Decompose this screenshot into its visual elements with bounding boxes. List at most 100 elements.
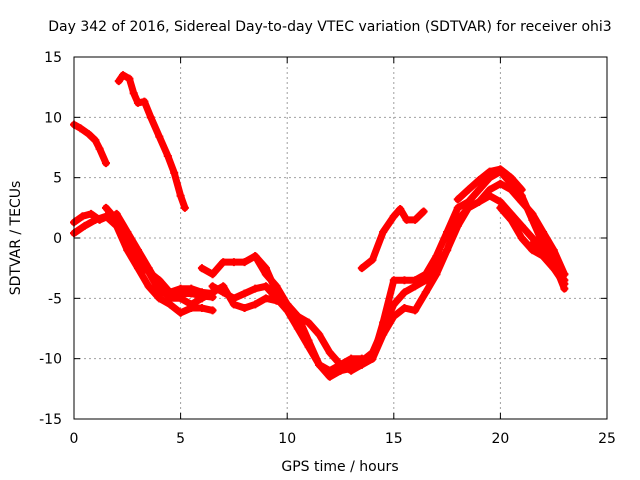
data-point-2-2 <box>87 209 96 218</box>
data-point-1-11 <box>180 203 189 212</box>
data-point-6-1 <box>208 270 217 279</box>
data-point-4-0 <box>101 203 110 212</box>
data-point-8-22 <box>485 185 494 194</box>
data-point-13-5 <box>507 173 516 182</box>
data-point-1-10 <box>176 191 185 200</box>
y-tick-label-0: -15 <box>39 412 62 428</box>
data-point-8-21 <box>475 197 484 206</box>
series-line-1 <box>115 71 189 212</box>
data-point-8-15 <box>411 306 420 315</box>
data-point-5-1 <box>123 227 132 236</box>
data-point-13-4 <box>496 165 505 174</box>
data-point-8-14 <box>400 303 409 312</box>
data-point-3-6 <box>133 264 142 273</box>
data-point-9-7 <box>389 276 398 285</box>
data-point-10-0 <box>357 264 366 273</box>
data-point-9-10 <box>421 270 430 279</box>
data-point-11-1 <box>507 215 516 224</box>
data-point-1-8 <box>163 151 172 160</box>
data-point-1-4 <box>133 98 142 107</box>
data-point-8-0 <box>251 252 260 261</box>
data-point-7-5 <box>261 282 270 291</box>
data-point-4-7 <box>176 284 185 293</box>
y-axis-label: SDTVAR / TECUs <box>8 181 24 296</box>
data-point-7-3 <box>240 289 249 298</box>
data-point-9-9 <box>411 276 420 285</box>
data-point-9-8 <box>400 276 409 285</box>
data-point-1-6 <box>146 113 155 122</box>
data-point-9-13 <box>453 203 462 212</box>
x-axis-ticks: 0 5 10 15 20 25 <box>70 57 616 447</box>
data-point-5-7 <box>187 300 196 309</box>
data-point-8-2 <box>272 288 281 297</box>
chart-title: Day 342 of 2016, Sidereal Day-to-day VTE… <box>48 19 611 35</box>
data-point-10-7 <box>419 207 428 216</box>
data-point-8-16 <box>421 288 430 297</box>
data-point-10-2 <box>379 227 388 236</box>
y-tick-label-1: -10 <box>39 352 62 368</box>
data-point-5-6 <box>176 294 185 303</box>
data-point-8-9 <box>347 364 356 373</box>
data-point-8-1 <box>261 264 270 273</box>
y-tick-label-2: -5 <box>48 291 62 307</box>
grid-lines <box>74 57 607 419</box>
series-line-12 <box>528 240 568 278</box>
x-tick-label-5: 25 <box>598 431 616 447</box>
data-point-7-2 <box>229 294 238 303</box>
series-track-1 <box>70 120 110 168</box>
series-track-2 <box>114 71 189 212</box>
data-point-11-2 <box>517 234 526 242</box>
data-point-2-1 <box>78 212 87 221</box>
x-tick-label-2: 10 <box>278 431 296 447</box>
x-tick-label-0: 0 <box>70 431 79 447</box>
y-tick-label-4: 5 <box>53 171 62 187</box>
data-point-3-10 <box>176 308 185 317</box>
data-point-8-5 <box>304 336 313 345</box>
data-point-3-7 <box>144 282 153 291</box>
data-point-4-8 <box>187 284 196 293</box>
data-point-11-0 <box>496 203 505 212</box>
x-tick-label-4: 20 <box>491 431 509 447</box>
data-point-8-4 <box>293 312 302 321</box>
data-point-9-5 <box>368 354 377 363</box>
data-point-6-0 <box>197 264 206 273</box>
data-point-6-10 <box>304 318 313 327</box>
data-point-9-1 <box>325 366 334 375</box>
data-point-5-12 <box>240 303 249 312</box>
data-point-9-6 <box>379 318 388 327</box>
data-point-13-1 <box>464 185 473 194</box>
data-point-9-3 <box>347 354 356 363</box>
data-point-7-1 <box>219 288 228 297</box>
data-point-7-18 <box>400 288 409 297</box>
data-point-12-1 <box>539 252 548 261</box>
data-point-12-0 <box>528 240 537 249</box>
data-point-3-1 <box>80 221 89 230</box>
data-point-1-7 <box>155 132 164 141</box>
data-point-9-11 <box>432 252 441 261</box>
data-point-8-18 <box>443 246 452 255</box>
data-point-6-11 <box>315 330 324 339</box>
data-point-8-23 <box>496 179 505 188</box>
data-point-9-4 <box>357 354 366 363</box>
data-point-0-3 <box>91 136 100 145</box>
data-point-10-3 <box>389 212 398 221</box>
data-point-6-4 <box>240 258 249 267</box>
data-point-0-4 <box>95 144 104 153</box>
data-point-5-0 <box>112 209 121 218</box>
series-line-9 <box>315 168 568 375</box>
data-point-9-20 <box>528 215 537 224</box>
data-point-6-3 <box>229 258 238 267</box>
data-point-5-4 <box>155 282 164 291</box>
data-point-9-14 <box>464 197 473 206</box>
series-line-7 <box>209 192 568 377</box>
data-point-13-6 <box>517 185 526 194</box>
data-point-9-23 <box>560 284 569 293</box>
series-layer <box>70 71 569 381</box>
plot-area <box>70 71 569 381</box>
data-point-12-3 <box>560 270 569 279</box>
data-point-5-8 <box>197 294 206 303</box>
data-point-9-2 <box>336 360 345 369</box>
data-point-9-15 <box>475 185 484 194</box>
data-point-13-3 <box>485 167 494 176</box>
